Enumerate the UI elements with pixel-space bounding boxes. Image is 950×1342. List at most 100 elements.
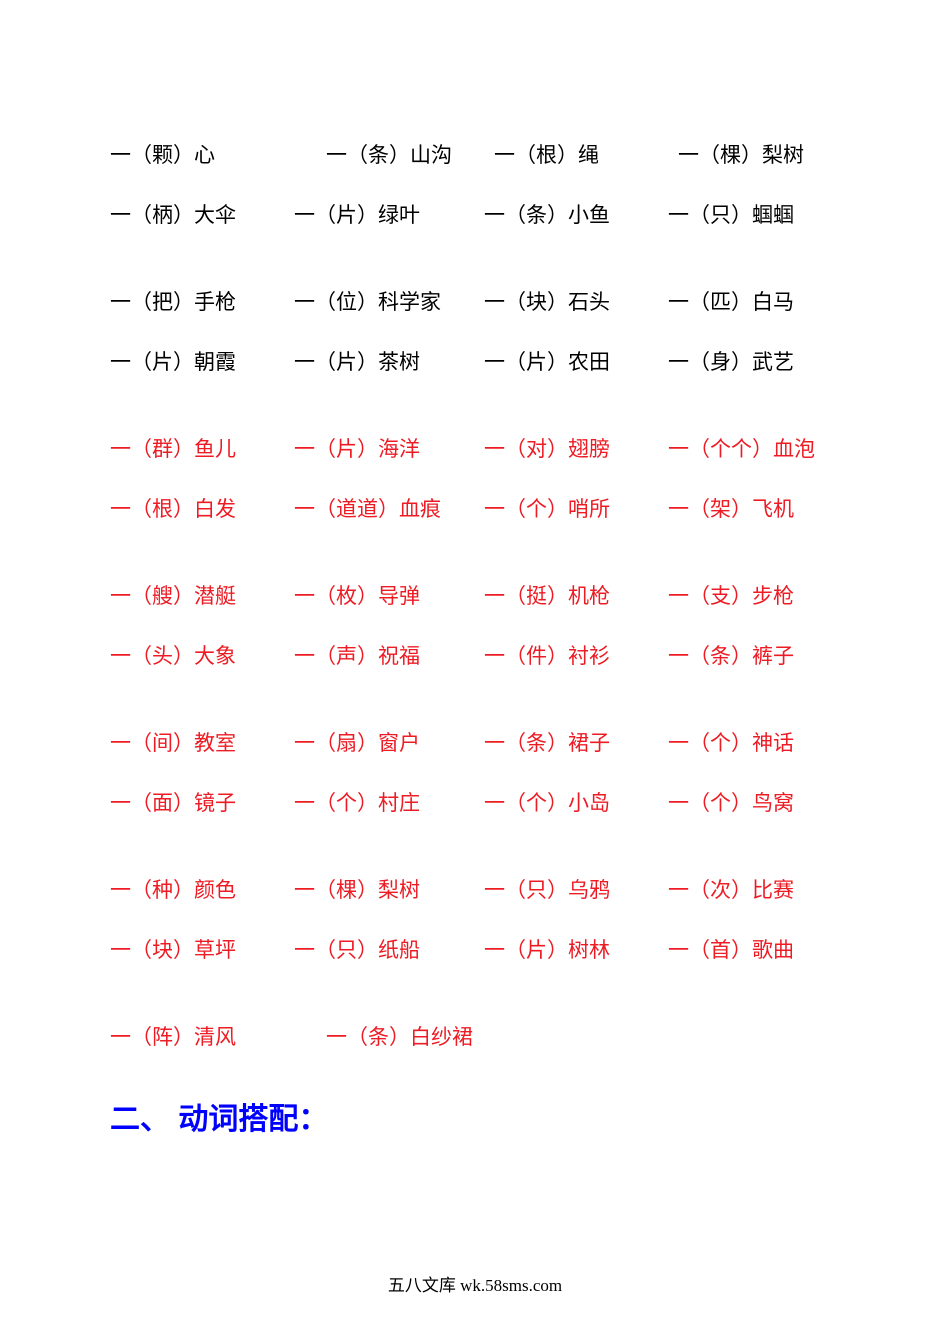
item-measure-word: 只 bbox=[526, 878, 547, 902]
text-row: 一（群）鱼儿一（片）海洋一（对）翅膀一（个个）血泡 bbox=[110, 434, 840, 466]
item-prefix: 一（ bbox=[484, 203, 526, 227]
item-measure-word: 声 bbox=[336, 644, 357, 668]
measure-word-item: 一（支）步枪 bbox=[668, 581, 840, 613]
item-suffix: ）山沟 bbox=[389, 143, 452, 167]
item-suffix: ）梨树 bbox=[741, 143, 804, 167]
item-measure-word: 艘 bbox=[152, 584, 173, 608]
item-measure-word: 个 bbox=[710, 731, 731, 755]
measure-word-item: 一（柄）大伞 bbox=[110, 200, 294, 232]
item-suffix: ）农田 bbox=[547, 350, 610, 374]
item-prefix: 一（ bbox=[294, 791, 336, 815]
item-prefix: 一（ bbox=[484, 791, 526, 815]
measure-word-item: 一（件）衬衫 bbox=[484, 641, 668, 673]
item-suffix: ）小鱼 bbox=[547, 203, 610, 227]
measure-word-item: 一（道道）血痕 bbox=[294, 494, 484, 526]
measure-word-item: 一（位）科学家 bbox=[294, 287, 484, 319]
item-suffix: ）白纱裙 bbox=[389, 1025, 473, 1049]
item-suffix: ）血痕 bbox=[378, 497, 441, 521]
item-prefix: 一（ bbox=[484, 350, 526, 374]
text-row: 一（根）白发一（道道）血痕一（个）哨所一（架）飞机 bbox=[110, 494, 840, 526]
measure-word-item: 一（只）蝈蝈 bbox=[668, 200, 840, 232]
measure-word-item: 一（把）手枪 bbox=[110, 287, 294, 319]
item-suffix: ）镜子 bbox=[173, 791, 236, 815]
measure-word-item: 一（片）绿叶 bbox=[294, 200, 484, 232]
measure-word-item: 一（根）白发 bbox=[110, 494, 294, 526]
item-prefix: 一（ bbox=[484, 938, 526, 962]
item-measure-word: 个个 bbox=[710, 437, 752, 461]
item-suffix: ）小岛 bbox=[547, 791, 610, 815]
item-prefix: 一（ bbox=[110, 497, 152, 521]
item-suffix: ）歌曲 bbox=[731, 938, 794, 962]
text-row: 一（块）草坪一（只）纸船一（片）树林一（首）歌曲 bbox=[110, 935, 840, 967]
measure-word-item: 一（个）村庄 bbox=[294, 788, 484, 820]
item-measure-word: 架 bbox=[710, 497, 731, 521]
text-row: 一（柄）大伞一（片）绿叶一（条）小鱼一（只）蝈蝈 bbox=[110, 200, 840, 232]
measure-word-item: 一（块）石头 bbox=[484, 287, 668, 319]
item-prefix: 一（ bbox=[668, 644, 710, 668]
item-prefix: 一（ bbox=[668, 497, 710, 521]
text-row: 一（阵）清风一（条）白纱裙 bbox=[110, 1022, 840, 1054]
item-prefix: 一（ bbox=[294, 437, 336, 461]
item-measure-word: 片 bbox=[526, 938, 547, 962]
item-measure-word: 挺 bbox=[526, 584, 547, 608]
page-footer: 五八文库 wk.58sms.com bbox=[0, 1271, 950, 1296]
item-prefix: 一（ bbox=[294, 290, 336, 314]
item-measure-word: 对 bbox=[526, 437, 547, 461]
item-measure-word: 位 bbox=[336, 290, 357, 314]
item-measure-word: 枚 bbox=[336, 584, 357, 608]
item-suffix: ）鱼儿 bbox=[173, 437, 236, 461]
measure-word-item: 一（阵）清风 bbox=[110, 1022, 326, 1054]
item-measure-word: 个 bbox=[336, 791, 357, 815]
item-measure-word: 扇 bbox=[336, 731, 357, 755]
item-prefix: 一（ bbox=[494, 143, 536, 167]
item-measure-word: 条 bbox=[526, 203, 547, 227]
measure-word-item: 一（身）武艺 bbox=[668, 347, 840, 379]
item-prefix: 一（ bbox=[484, 644, 526, 668]
measure-word-item: 一（声）祝福 bbox=[294, 641, 484, 673]
item-prefix: 一（ bbox=[110, 731, 152, 755]
item-suffix: ）飞机 bbox=[731, 497, 794, 521]
item-measure-word: 片 bbox=[336, 437, 357, 461]
text-row: 一（间）教室一（扇）窗户一（条）裙子一（个）神话 bbox=[110, 728, 840, 760]
item-measure-word: 种 bbox=[152, 878, 173, 902]
item-measure-word: 根 bbox=[152, 497, 173, 521]
item-measure-word: 身 bbox=[710, 350, 731, 374]
item-measure-word: 条 bbox=[368, 1025, 389, 1049]
item-suffix: ）哨所 bbox=[547, 497, 610, 521]
item-suffix: ）草坪 bbox=[173, 938, 236, 962]
measure-word-item: 一（对）翅膀 bbox=[484, 434, 668, 466]
item-prefix: 一（ bbox=[110, 791, 152, 815]
item-measure-word: 颗 bbox=[152, 143, 173, 167]
item-suffix: ）科学家 bbox=[357, 290, 441, 314]
measure-word-item: 一（颗）心 bbox=[110, 140, 326, 172]
item-prefix: 一（ bbox=[110, 437, 152, 461]
item-suffix: ）衬衫 bbox=[547, 644, 610, 668]
item-prefix: 一（ bbox=[110, 878, 152, 902]
measure-word-item: 一（块）草坪 bbox=[110, 935, 294, 967]
measure-word-item: 一（种）颜色 bbox=[110, 875, 294, 907]
measure-word-item: 一（片）茶树 bbox=[294, 347, 484, 379]
item-suffix: ）机枪 bbox=[547, 584, 610, 608]
measure-word-item: 一（条）白纱裙 bbox=[326, 1022, 516, 1054]
item-prefix: 一（ bbox=[484, 290, 526, 314]
item-measure-word: 片 bbox=[336, 350, 357, 374]
item-suffix: ）手枪 bbox=[173, 290, 236, 314]
item-suffix: ）梨树 bbox=[357, 878, 420, 902]
item-prefix: 一（ bbox=[294, 497, 336, 521]
item-prefix: 一（ bbox=[668, 938, 710, 962]
item-prefix: 一（ bbox=[110, 938, 152, 962]
item-prefix: 一（ bbox=[668, 203, 710, 227]
item-suffix: ）白马 bbox=[731, 290, 794, 314]
item-suffix: ）大伞 bbox=[173, 203, 236, 227]
item-prefix: 一（ bbox=[110, 584, 152, 608]
item-suffix: ）裙子 bbox=[547, 731, 610, 755]
item-prefix: 一（ bbox=[668, 791, 710, 815]
item-prefix: 一（ bbox=[484, 584, 526, 608]
item-measure-word: 条 bbox=[368, 143, 389, 167]
item-measure-word: 阵 bbox=[152, 1025, 173, 1049]
measure-word-item: 一（片）海洋 bbox=[294, 434, 484, 466]
item-measure-word: 头 bbox=[152, 644, 173, 668]
item-suffix: ）绳 bbox=[557, 143, 599, 167]
item-measure-word: 块 bbox=[526, 290, 547, 314]
measure-word-item: 一（个）小岛 bbox=[484, 788, 668, 820]
